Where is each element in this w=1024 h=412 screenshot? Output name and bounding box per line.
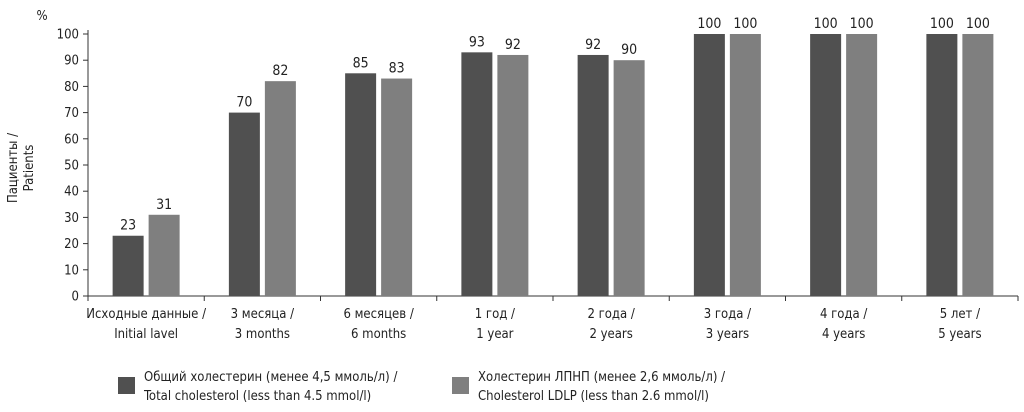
category-label: 6 months	[351, 327, 406, 342]
bar-series-2	[148, 214, 180, 296]
bar-value-label: 100	[697, 16, 721, 32]
bars: 23 31 70 82 85 83 93 92 92 90 100 100 100 100 100 100	[112, 16, 994, 297]
category-label: 2 года /	[587, 307, 634, 322]
category-label: 2 years	[589, 327, 632, 342]
y-tick-label: 60	[64, 132, 79, 147]
category-label: 4 года /	[820, 307, 867, 322]
legend-label: Холестерин ЛПНП (менее 2,6 ммоль/л) /	[478, 370, 725, 385]
bar-series-1	[461, 52, 493, 297]
legend-swatch	[452, 377, 469, 394]
bar-series-2	[497, 54, 529, 297]
category-label: 3 years	[706, 327, 749, 342]
category-label: 1 год /	[475, 307, 515, 322]
category-label: 5 years	[938, 327, 981, 342]
bar-value-label: 85	[353, 55, 369, 71]
bar-series-1	[112, 235, 144, 296]
bar-value-label: 31	[156, 197, 172, 213]
bar-series-2	[264, 81, 296, 296]
category-label: 1 year	[476, 327, 513, 342]
y-tick-label: 100	[57, 28, 79, 43]
bar-value-label: 100	[930, 16, 954, 32]
category-label: 4 years	[822, 327, 865, 342]
y-axis-unit: %	[36, 9, 47, 24]
bar-value-label: 100	[733, 16, 757, 32]
bar-value-label: 100	[814, 16, 838, 32]
y-tick-label: 40	[64, 185, 79, 200]
y-tick-label: 20	[64, 237, 79, 252]
legend: Общий холестерин (менее 4,5 ммоль/л) / To…	[118, 370, 725, 404]
bar-series-1	[577, 54, 609, 297]
y-tick-label: 10	[64, 263, 79, 278]
y-axis-title: Пациенты / Patients	[6, 133, 37, 203]
y-tick-label: 80	[64, 80, 79, 95]
y-tick-label: 0	[72, 290, 79, 305]
bar-value-label: 100	[966, 16, 990, 32]
y-axis-title-line-2: Patients	[22, 145, 37, 192]
category-label: 3 года /	[704, 307, 751, 322]
legend-label: Total cholesterol (less than 4.5 mmol/l)	[143, 389, 371, 404]
y-tick-label: 70	[64, 106, 79, 121]
category-label: 3 месяца /	[231, 307, 294, 322]
legend-swatch	[118, 377, 135, 394]
y-tick-label: 30	[64, 211, 79, 226]
category-label: Initial lavel	[114, 327, 178, 342]
bar-value-label: 100	[850, 16, 874, 32]
legend-label: Cholesterol LDLP (less than 2.6 mmol/l)	[478, 389, 709, 404]
bar-series-2	[962, 34, 994, 296]
bar-series-2	[613, 60, 645, 297]
bar-value-label: 93	[469, 34, 485, 50]
category-label: 6 месяцев /	[343, 307, 413, 322]
bar-series-1	[228, 112, 260, 296]
bar-value-label: 82	[272, 63, 288, 79]
y-axis-title-line-1: Пациенты /	[6, 133, 21, 203]
y-tick-label: 90	[64, 54, 79, 69]
bar-value-label: 83	[389, 61, 405, 77]
bar-value-label: 92	[585, 37, 601, 53]
bar-series-2	[846, 34, 878, 296]
bar-value-label: 70	[236, 95, 252, 111]
bar-series-2	[729, 34, 761, 296]
bar-series-1	[693, 34, 725, 296]
legend-label: Общий холестерин (менее 4,5 ммоль/л) /	[144, 370, 397, 385]
bar-series-1	[810, 34, 842, 296]
bar-value-label: 92	[505, 37, 521, 53]
bar-series-1	[926, 34, 958, 296]
bar-value-label: 23	[120, 218, 136, 234]
category-labels: Исходные данные / Initial lavel 3 месяца /…	[86, 307, 981, 342]
y-tick-label: 50	[64, 159, 79, 174]
bar-series-1	[345, 73, 377, 296]
category-label: Исходные данные /	[86, 307, 206, 322]
bar-series-2	[381, 78, 413, 296]
bar-value-label: 90	[621, 42, 637, 58]
category-label: 5 лет /	[940, 307, 980, 322]
category-label: 3 months	[235, 327, 290, 342]
